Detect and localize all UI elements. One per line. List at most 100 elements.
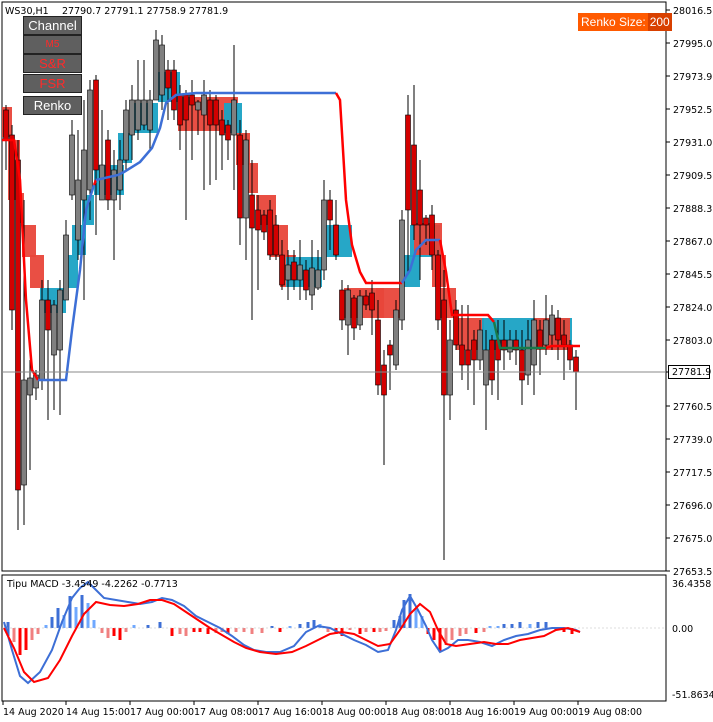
macd-bar <box>312 620 316 628</box>
price-tick-label: 27803.0 <box>673 336 712 347</box>
price-tick-label: 28016.5 <box>673 6 712 17</box>
bull-candle <box>21 379 27 486</box>
bear-candle <box>369 292 375 311</box>
macd-bar <box>86 603 90 628</box>
macd-bar <box>402 600 406 628</box>
macd-bar <box>124 628 128 632</box>
bear-candle <box>207 99 213 126</box>
macd-bar <box>198 628 202 632</box>
trend-segment <box>438 239 495 323</box>
m5-supdem-button[interactable]: M5 SupDemB <box>23 35 82 67</box>
macd-signal-red <box>3 599 581 684</box>
time-tick-label: 14 Aug 2020 <box>3 707 64 718</box>
macd-signal-blue <box>3 580 581 685</box>
macd-bar <box>398 616 402 628</box>
bear-candle <box>555 317 561 341</box>
macd-bar <box>306 622 310 628</box>
macd-bar <box>36 628 40 634</box>
macd-bar <box>100 628 104 633</box>
macd-histogram <box>6 594 574 655</box>
sr-button[interactable]: S&R <box>23 54 82 73</box>
bear-candle <box>351 297 357 329</box>
bull-candle <box>399 219 405 321</box>
bull-candle <box>123 109 129 161</box>
bear-candle <box>267 209 273 256</box>
time-tick-label: 19 Aug 00:00 <box>514 707 578 718</box>
trend-segment <box>545 344 580 350</box>
bear-candle <box>459 344 465 366</box>
indicator-scale-bottom: -51.8634 <box>672 690 713 701</box>
renko-size-badge[interactable]: Renko Size: 200 <box>578 13 672 31</box>
zone-box <box>22 225 36 257</box>
bull-candle <box>75 179 81 241</box>
macd-bar <box>260 628 264 633</box>
bull-candle <box>543 319 549 346</box>
macd-bar <box>206 628 210 634</box>
bull-candle <box>507 339 513 353</box>
bear-candle <box>105 139 111 201</box>
bear-candle <box>303 269 309 291</box>
bull-candle <box>447 339 453 396</box>
time-tick-label: 18 Aug 16:00 <box>450 707 514 718</box>
bear-candle <box>423 217 429 226</box>
bull-candle <box>63 234 69 301</box>
macd-bar <box>62 615 66 628</box>
bear-candle <box>279 254 285 286</box>
fsr-button[interactable]: FSR <box>23 74 82 93</box>
bull-candle <box>243 139 249 219</box>
trend-segment <box>334 92 402 285</box>
macd-bar <box>364 628 368 632</box>
macd-bar <box>562 628 566 632</box>
bear-candle <box>15 159 21 491</box>
bull-candle <box>531 319 537 366</box>
bull-candle <box>147 99 153 131</box>
macd-bar <box>420 616 424 628</box>
renko-button[interactable]: Renko <box>23 96 82 115</box>
bear-candle <box>339 289 345 321</box>
macd-bar <box>50 617 54 628</box>
bull-candle <box>393 309 399 366</box>
bear-candle <box>291 261 297 281</box>
macd-bar <box>184 628 188 636</box>
macd-bar <box>438 628 442 652</box>
bull-candle <box>69 134 75 196</box>
bear-candle <box>183 94 189 121</box>
macd-bar <box>24 628 28 650</box>
macd-bar <box>384 628 388 631</box>
bull-candle <box>135 99 141 131</box>
bear-candle <box>453 309 459 346</box>
bear-candle <box>213 99 219 126</box>
bull-candle <box>153 39 159 101</box>
bear-candle <box>255 209 261 231</box>
macd-bar <box>528 624 532 628</box>
trend-segment <box>492 321 546 350</box>
bear-candle <box>537 329 543 349</box>
chart-title: WS30,H1 <box>5 6 49 17</box>
bear-candle <box>261 214 267 233</box>
bear-candle <box>381 364 387 396</box>
bear-candle <box>513 339 519 351</box>
bull-candle <box>129 99 135 136</box>
bull-candle <box>201 94 207 116</box>
macd-bar <box>358 628 362 634</box>
time-tick-label: 17 Aug 16:00 <box>258 707 322 718</box>
bear-candle <box>219 119 225 136</box>
ohlc-readout: 27790.7 27791.1 27758.9 27781.9 <box>62 6 228 17</box>
bull-candle <box>87 89 93 191</box>
price-tick-label: 27888.3 <box>673 204 712 215</box>
price-tick-label: 27845.5 <box>673 270 712 281</box>
bear-candle <box>441 299 447 396</box>
bear-candle <box>561 334 567 346</box>
price-tick-label: 27867.0 <box>673 237 712 248</box>
bull-candle <box>195 101 201 111</box>
channel-button[interactable]: Channel <box>23 16 82 35</box>
bear-candle <box>237 134 243 219</box>
bull-candle <box>297 264 303 281</box>
bear-candle <box>411 144 417 226</box>
bear-candle <box>9 134 15 311</box>
bear-candle <box>375 319 381 386</box>
price-tick-label: 27973.9 <box>673 72 712 83</box>
trend-segment <box>38 184 96 382</box>
trend-segment <box>95 91 336 182</box>
